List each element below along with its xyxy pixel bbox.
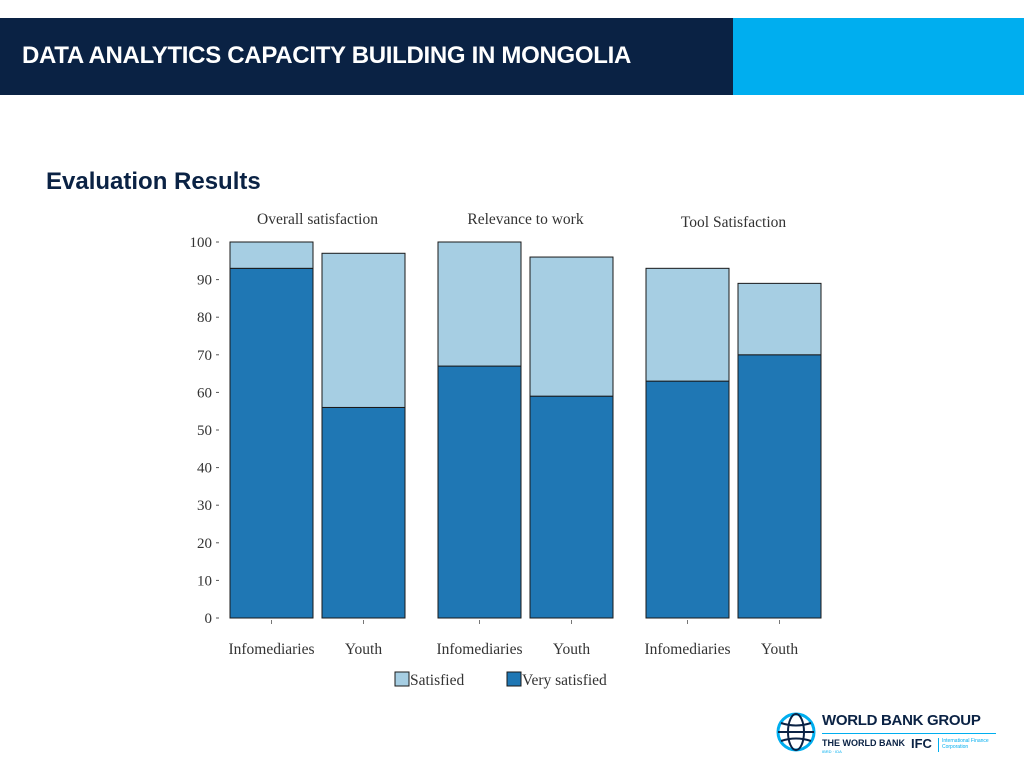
y-tick-label: 100 xyxy=(190,235,213,251)
logo-world-bank: THE WORLD BANK xyxy=(822,738,905,748)
logo-ifc-separator xyxy=(938,738,939,752)
x-tick-label: Infomediaries xyxy=(436,641,522,658)
x-tick-label: Youth xyxy=(761,641,798,658)
x-tick-label: Youth xyxy=(345,641,382,658)
y-tick-label: 50 xyxy=(197,423,212,439)
bar-very-satisfied xyxy=(737,354,822,619)
bar-satisfied xyxy=(645,267,730,382)
y-tick-label: 40 xyxy=(197,461,212,477)
logo-ifc: IFC xyxy=(911,736,932,751)
panel-title: Relevance to work xyxy=(467,211,583,228)
y-tick-label: 60 xyxy=(197,385,212,401)
logo-ibrd-ida: IBRD · IDA xyxy=(822,749,842,754)
bar-very-satisfied xyxy=(645,380,730,619)
bar-satisfied xyxy=(437,241,522,367)
panel-title: Overall satisfaction xyxy=(257,211,378,228)
x-tick-label: Infomediaries xyxy=(644,641,730,658)
y-tick-label: 10 xyxy=(197,573,212,589)
y-tick-label: 0 xyxy=(205,611,213,627)
header-accent xyxy=(733,18,1024,95)
bar-satisfied xyxy=(529,256,614,397)
y-tick-label: 80 xyxy=(197,310,212,326)
header-bar xyxy=(0,18,733,95)
x-tick-label: Infomediaries xyxy=(228,641,314,658)
y-tick-label: 30 xyxy=(197,498,212,514)
panel-title: Tool Satisfaction xyxy=(681,214,786,231)
bar-satisfied xyxy=(229,241,314,269)
globe-icon xyxy=(776,712,816,752)
bar-satisfied xyxy=(321,252,406,408)
logo-title: WORLD BANK GROUP xyxy=(822,712,981,729)
y-tick-label: 90 xyxy=(197,273,212,289)
y-tick-label: 70 xyxy=(197,348,212,364)
section-title: Evaluation Results xyxy=(46,168,261,195)
logo-divider xyxy=(822,733,996,734)
bar-very-satisfied xyxy=(229,267,314,619)
bar-very-satisfied xyxy=(437,365,522,619)
bar-very-satisfied xyxy=(321,406,406,619)
legend-label: Very satisfied xyxy=(522,672,607,689)
bar-very-satisfied xyxy=(529,395,614,619)
x-tick-label: Youth xyxy=(553,641,590,658)
page-title: DATA ANALYTICS CAPACITY BUILDING IN MONG… xyxy=(22,42,632,69)
world-bank-group-logo: WORLD BANK GROUP THE WORLD BANK IBRD · I… xyxy=(776,711,1006,755)
bar-satisfied xyxy=(737,282,822,356)
y-tick-label: 20 xyxy=(197,536,212,552)
legend-label: Satisfied xyxy=(410,672,464,689)
logo-ifc-name: International Finance Corporation xyxy=(942,738,989,750)
legend-swatch xyxy=(506,671,522,687)
legend-swatch xyxy=(394,671,410,687)
